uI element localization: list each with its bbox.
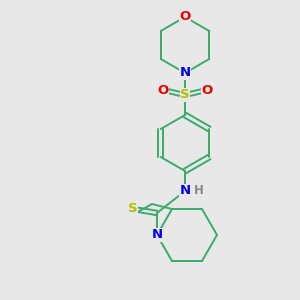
Text: N: N <box>179 67 191 80</box>
Text: O: O <box>179 11 191 23</box>
Text: H: H <box>194 184 204 197</box>
Text: N: N <box>152 229 163 242</box>
Text: S: S <box>180 88 190 101</box>
Text: O: O <box>158 83 169 97</box>
Text: N: N <box>179 184 191 197</box>
Text: S: S <box>128 202 138 215</box>
Text: O: O <box>201 83 213 97</box>
